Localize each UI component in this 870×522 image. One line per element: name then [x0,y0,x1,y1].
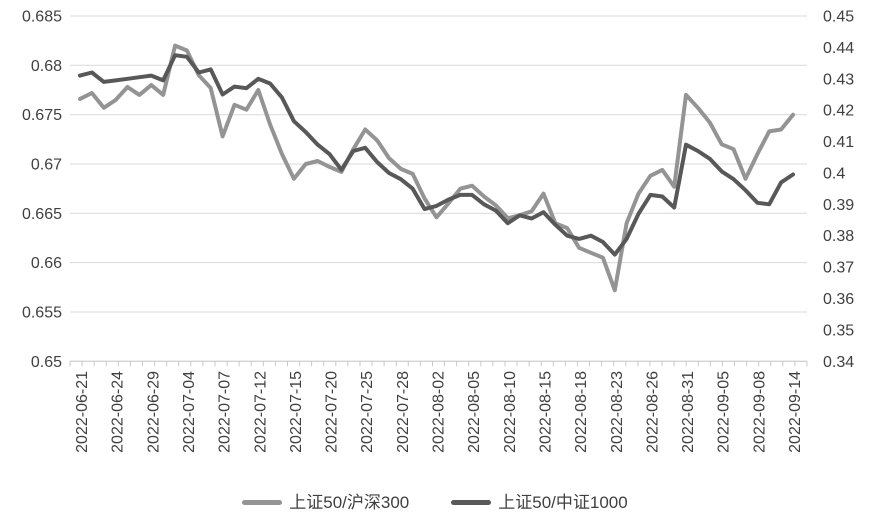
x-axis-tick-label: 2022-06-24 [110,371,127,453]
right-axis-tick-label: 0.41 [823,134,854,151]
x-axis-tick-label: 2022-07-20 [324,371,341,453]
left-axis-tick-label: 0.675 [22,107,62,124]
x-axis-tick-label: 2022-07-28 [395,371,412,453]
gridlines [70,15,807,362]
series-swatch-sse50-csi1000 [451,499,492,505]
right-axis-tick-label: 0.34 [823,354,854,371]
x-axis-tick-label: 2022-06-29 [145,371,162,453]
legend: 上证50/沪深300 上证50/中证1000 [0,487,870,517]
x-axis-tick-label: 2022-08-31 [680,371,697,453]
x-axis-tick-label: 2022-09-05 [716,371,733,453]
right-axis-tick-label: 0.36 [823,291,854,308]
x-axis-tick-label: 2022-08-26 [644,371,661,453]
right-axis-tick-label: 0.42 [823,103,854,120]
right-axis-tick-label: 0.44 [823,40,854,57]
left-axis-tick-label: 0.685 [22,9,62,26]
right-axis-tick-label: 0.38 [823,228,854,245]
x-axis-tick-label: 2022-07-12 [252,371,269,453]
x-axis-tick-label: 2022-07-25 [359,371,376,453]
right-axis-tick-label: 0.43 [823,71,854,88]
x-axis [69,360,808,367]
legend-item-sse50-csi300[interactable]: 上证50/沪深300 [242,494,409,511]
right-axis-tick-label: 0.45 [823,9,854,26]
x-axis-tick-label: 2022-08-15 [538,371,555,453]
left-axis-tick-label: 0.65 [31,354,62,371]
left-axis-tick-label: 0.665 [22,206,62,223]
left-axis-tick-label: 0.66 [31,255,62,272]
series-line-1 [78,53,795,257]
right-axis-labels: 0.45 0.44 0.43 0.42 0.41 0.4 0.39 0.38 0.37 0.36 0… [823,9,854,371]
right-axis-tick-label: 0.37 [823,260,854,277]
x-axis-tick-label: 2022-07-04 [181,371,198,453]
x-axis-tick-label: 2022-07-07 [217,371,234,453]
series-swatch-sse50-csi300 [242,499,283,505]
left-axis-tick-label: 0.655 [22,305,62,322]
plot-area: 0.685 0.68 0.675 0.67 0.665 0.66 0.655 0.65 0.45… [22,9,854,453]
left-axis-tick-label: 0.67 [31,157,62,174]
x-axis-tick-label: 2022-08-23 [609,371,626,453]
left-axis-labels: 0.685 0.68 0.675 0.67 0.665 0.66 0.655 0.65 [22,9,62,371]
series-line-0 [78,43,795,293]
x-axis-tick-label: 2022-08-02 [431,371,448,453]
x-axis-tick-label: 2022-08-10 [502,371,519,453]
x-axis-tick-label: 2022-08-18 [573,371,590,453]
x-axis-tick-label: 2022-09-08 [751,371,768,453]
legend-label-sse50-csi300: 上证50/沪深300 [289,492,410,512]
right-axis-tick-label: 0.35 [823,322,854,339]
x-axis-tick-label: 2022-06-21 [74,371,91,453]
x-axis-tick-label: 2022-09-14 [787,371,804,453]
x-axis-labels: 2022-06-21 2022-06-24 2022-06-29 2022-07-04… [74,371,804,453]
legend-item-sse50-csi1000[interactable]: 上证50/中证1000 [451,492,628,512]
legend-label-sse50-csi1000: 上证50/中证1000 [498,492,628,512]
right-axis-tick-label: 0.39 [823,197,854,214]
left-axis-tick-label: 0.68 [31,58,62,75]
right-axis-tick-label: 0.4 [823,166,845,183]
x-axis-tick-label: 2022-08-05 [466,371,483,453]
x-axis-tick-label: 2022-07-15 [288,371,305,453]
